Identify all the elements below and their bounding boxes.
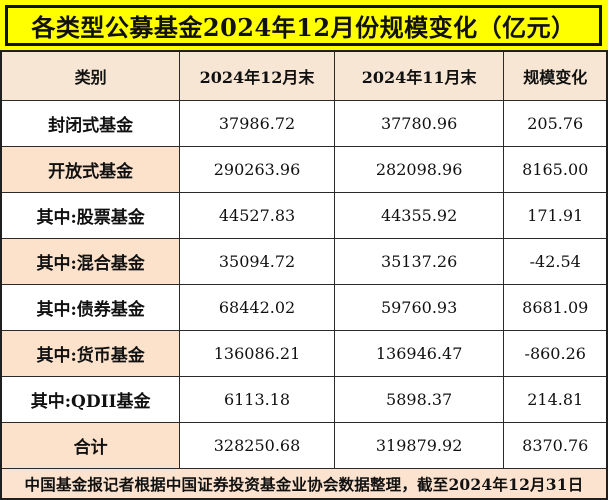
cell-nov-2024: 5898.37 xyxy=(333,376,505,424)
table-row-total: 合计 328250.68 319879.92 8370.76 xyxy=(0,422,608,470)
cell-category: 开放式基金 xyxy=(0,145,181,193)
cell-dec-2024: 37986.72 xyxy=(179,99,335,147)
cell-category: 合计 xyxy=(0,422,181,470)
column-header-change: 规模变化 xyxy=(503,50,608,101)
cell-category: 其中:QDII基金 xyxy=(0,376,181,424)
cell-nov-2024: 37780.96 xyxy=(333,99,505,147)
cell-category: 其中:债券基金 xyxy=(0,283,181,332)
cell-dec-2024: 136086.21 xyxy=(179,330,335,378)
cell-nov-2024: 35137.26 xyxy=(333,237,505,285)
cell-change: 8165.00 xyxy=(503,145,608,193)
cell-nov-2024: 136946.47 xyxy=(333,330,505,378)
cell-dec-2024: 290263.96 xyxy=(179,145,335,193)
cell-category: 封闭式基金 xyxy=(0,99,181,147)
cell-change: 214.81 xyxy=(503,376,608,424)
table-footer-row: 中国基金报记者根据中国证券投资基金业协会数据整理，截至2024年12月31日 xyxy=(0,468,608,500)
table-row-bond-funds: 其中:债券基金 68442.02 59760.93 8681.09 xyxy=(0,283,608,332)
table-row-equity-funds: 其中:股票基金 44527.83 44355.92 171.91 xyxy=(0,191,608,239)
cell-change: 171.91 xyxy=(503,191,608,239)
cell-dec-2024: 35094.72 xyxy=(179,237,335,285)
table-row-open-end-funds: 开放式基金 290263.96 282098.96 8165.00 xyxy=(0,145,608,193)
source-note: 中国基金报记者根据中国证券投资基金业协会数据整理，截至2024年12月31日 xyxy=(0,468,608,500)
cell-nov-2024: 282098.96 xyxy=(333,145,505,193)
table-header-row: 类别 2024年12月末 2024年11月末 规模变化 xyxy=(0,50,608,101)
cell-dec-2024: 328250.68 xyxy=(179,422,335,470)
page-title: 各类型公募基金2024年12月份规模变化（亿元） xyxy=(31,13,576,42)
title-band: 各类型公募基金2024年12月份规模变化（亿元） xyxy=(0,0,608,50)
cell-change: -860.26 xyxy=(503,330,608,378)
table-row-hybrid-funds: 其中:混合基金 35094.72 35137.26 -42.54 xyxy=(0,237,608,285)
cell-change: 205.76 xyxy=(503,99,608,147)
cell-dec-2024: 44527.83 xyxy=(179,191,335,239)
cell-category: 其中:混合基金 xyxy=(0,237,181,285)
cell-dec-2024: 68442.02 xyxy=(179,283,335,332)
cell-change: -42.54 xyxy=(503,237,608,285)
cell-nov-2024: 319879.92 xyxy=(333,422,505,470)
title-box: 各类型公募基金2024年12月份规模变化（亿元） xyxy=(5,5,602,46)
table-row-closed-end-funds: 封闭式基金 37986.72 37780.96 205.76 xyxy=(0,99,608,147)
cell-change: 8370.76 xyxy=(503,422,608,470)
cell-nov-2024: 44355.92 xyxy=(333,191,505,239)
cell-nov-2024: 59760.93 xyxy=(333,283,505,332)
column-header-category: 类别 xyxy=(0,50,181,101)
cell-category: 其中:股票基金 xyxy=(0,191,181,239)
cell-category: 其中:货币基金 xyxy=(0,330,181,378)
table-row-money-market-funds: 其中:货币基金 136086.21 136946.47 -860.26 xyxy=(0,330,608,378)
cell-dec-2024: 6113.18 xyxy=(179,376,335,424)
cell-change: 8681.09 xyxy=(503,283,608,332)
column-header-nov-2024: 2024年11月末 xyxy=(333,50,505,101)
column-header-dec-2024: 2024年12月末 xyxy=(179,50,335,101)
table-row-qdii-funds: 其中:QDII基金 6113.18 5898.37 214.81 xyxy=(0,376,608,424)
fund-scale-table: 类别 2024年12月末 2024年11月末 规模变化 封闭式基金 37986.… xyxy=(0,50,608,500)
